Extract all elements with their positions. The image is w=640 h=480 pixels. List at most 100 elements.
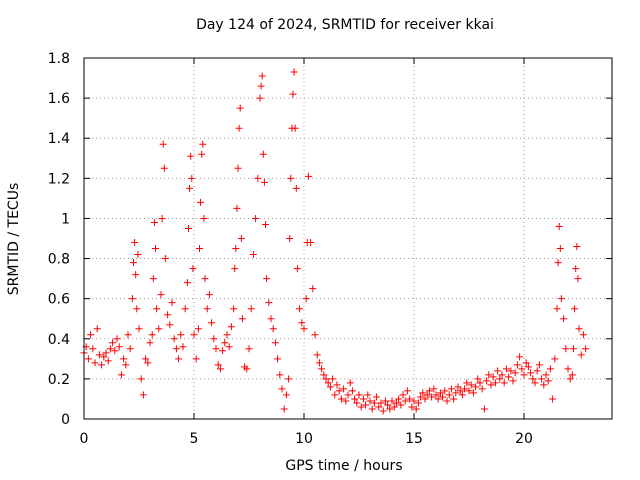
data-point [351, 395, 359, 403]
data-point [513, 361, 521, 369]
data-point [139, 391, 147, 399]
data-point [421, 395, 429, 403]
data-point [381, 397, 389, 405]
data-point [307, 239, 315, 247]
data-point [219, 347, 227, 355]
data-point [406, 395, 414, 403]
data-point [84, 355, 92, 363]
x-tick-label: 0 [80, 431, 89, 447]
data-point [476, 379, 484, 387]
data-point [384, 401, 392, 409]
data-point [137, 375, 145, 383]
data-point [267, 315, 275, 323]
data-point [115, 343, 123, 351]
data-point [574, 275, 582, 283]
data-point [480, 405, 488, 413]
data-point [461, 385, 469, 393]
data-point [269, 325, 277, 333]
data-point [529, 375, 537, 383]
data-point [377, 399, 385, 407]
data-point [522, 359, 530, 367]
data-point [186, 184, 194, 192]
data-point [181, 305, 189, 313]
data-point [210, 335, 218, 343]
data-point [109, 339, 117, 347]
data-point [309, 285, 317, 293]
y-tick-label: 0.2 [48, 372, 70, 388]
data-point [168, 299, 176, 307]
data-point [399, 391, 407, 399]
data-point [454, 383, 462, 391]
data-point [274, 355, 282, 363]
data-point [410, 397, 418, 405]
data-point [134, 251, 142, 259]
data-point [150, 218, 158, 226]
data-point [485, 371, 493, 379]
data-point [458, 391, 466, 399]
data-point [265, 299, 273, 307]
data-point [467, 381, 475, 389]
chart-title: Day 124 of 2024, SRMTID for receiver kka… [196, 17, 494, 33]
data-point [126, 345, 134, 353]
data-point [395, 395, 403, 403]
data-point [188, 174, 196, 182]
data-point [322, 375, 330, 383]
y-tick-label: 0.4 [48, 332, 70, 348]
data-point [199, 140, 207, 148]
y-tick-label: 0.8 [48, 252, 70, 268]
y-tick-label: 1.6 [48, 91, 70, 107]
data-point [131, 239, 139, 247]
data-point [254, 174, 262, 182]
data-point [292, 184, 300, 192]
data-point [359, 395, 367, 403]
data-point [450, 395, 458, 403]
data-point [573, 243, 581, 251]
data-point [355, 391, 363, 399]
data-point [324, 379, 332, 387]
data-point [302, 295, 310, 303]
data-point [419, 389, 427, 397]
data-point [235, 124, 243, 132]
data-point [124, 331, 132, 339]
data-point [386, 405, 394, 413]
data-point [556, 245, 564, 253]
data-point [132, 271, 140, 279]
data-point [554, 259, 562, 267]
data-point [257, 82, 265, 90]
data-point [397, 401, 405, 409]
data-point [304, 172, 312, 180]
data-point [487, 381, 495, 389]
data-point [518, 365, 526, 373]
data-point [135, 325, 143, 333]
y-tick-label: 1.4 [48, 131, 70, 147]
data-point [520, 371, 528, 379]
data-point [262, 220, 269, 228]
data-point [531, 379, 539, 387]
data-point [311, 331, 319, 339]
data-point [571, 305, 579, 313]
data-point [158, 214, 166, 222]
data-point [214, 361, 222, 369]
data-point [290, 68, 298, 76]
data-point [348, 387, 356, 395]
data-point [546, 365, 554, 373]
data-point [373, 393, 381, 401]
data-point [247, 305, 255, 313]
data-point [375, 403, 383, 411]
data-point [491, 379, 499, 387]
data-point [111, 347, 119, 355]
plot-frame [83, 57, 613, 420]
data-point [483, 377, 491, 385]
data-point [445, 391, 453, 399]
data-point [298, 319, 306, 327]
data-point [87, 331, 95, 339]
data-point [289, 90, 297, 98]
data-point [144, 359, 152, 367]
data-point [511, 369, 519, 377]
data-point [93, 325, 101, 333]
data-point [390, 403, 398, 411]
data-point [260, 178, 268, 186]
data-point [357, 403, 365, 411]
data-point [89, 345, 97, 353]
data-point [122, 361, 130, 369]
